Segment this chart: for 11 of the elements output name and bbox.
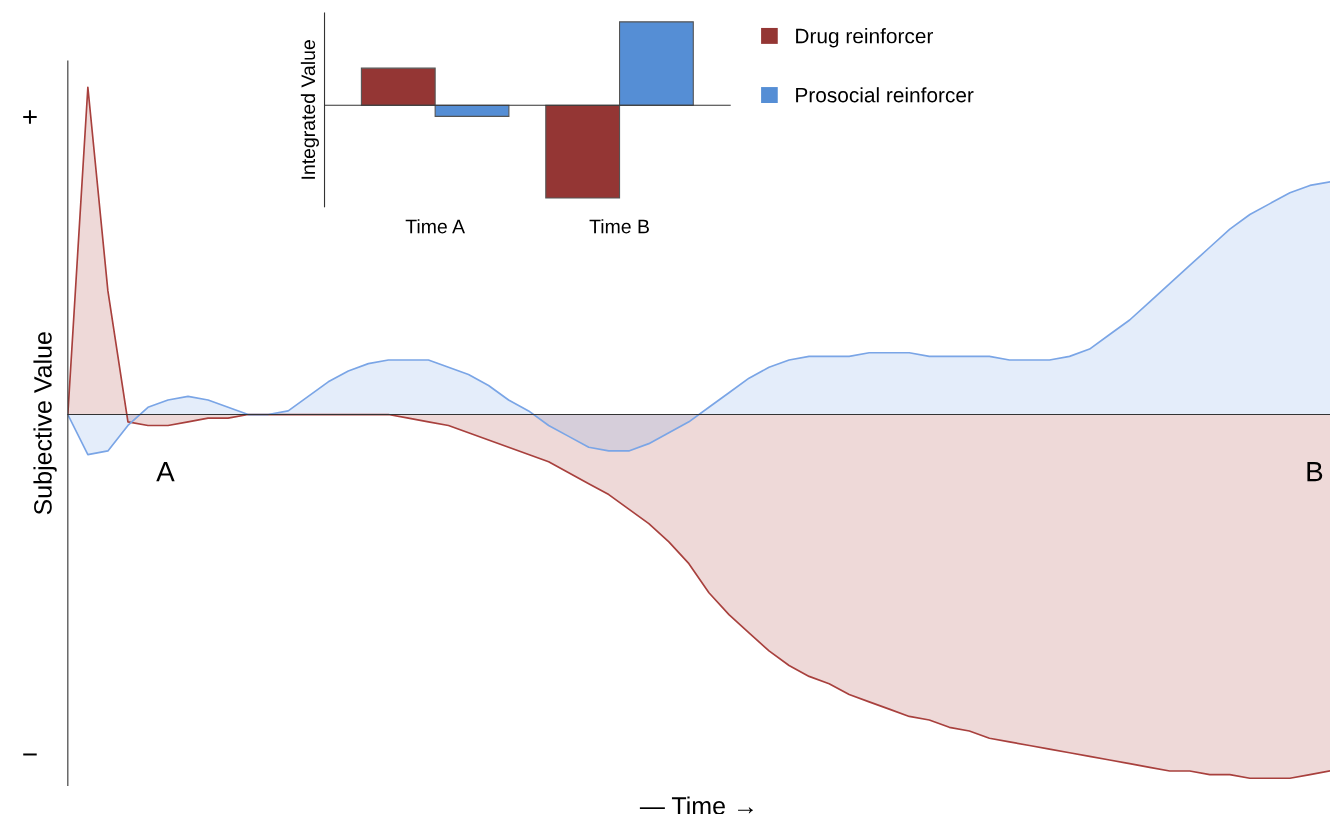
x-tick-label: Time A [405,219,466,234]
text: + [23,110,37,124]
text: − [23,753,37,756]
y-axis-title: Subjective Value [33,332,57,515]
legend-label: Drug reinforcer [796,28,934,48]
y-axis-title: Integrated Value [300,40,319,179]
annotation: A [156,462,175,482]
annotation: B [1307,462,1323,482]
x-tick-label: Time B [589,219,649,234]
legend-label: Prosocial reinforcer [796,87,974,103]
x-axis-title: — Time → [639,796,753,814]
